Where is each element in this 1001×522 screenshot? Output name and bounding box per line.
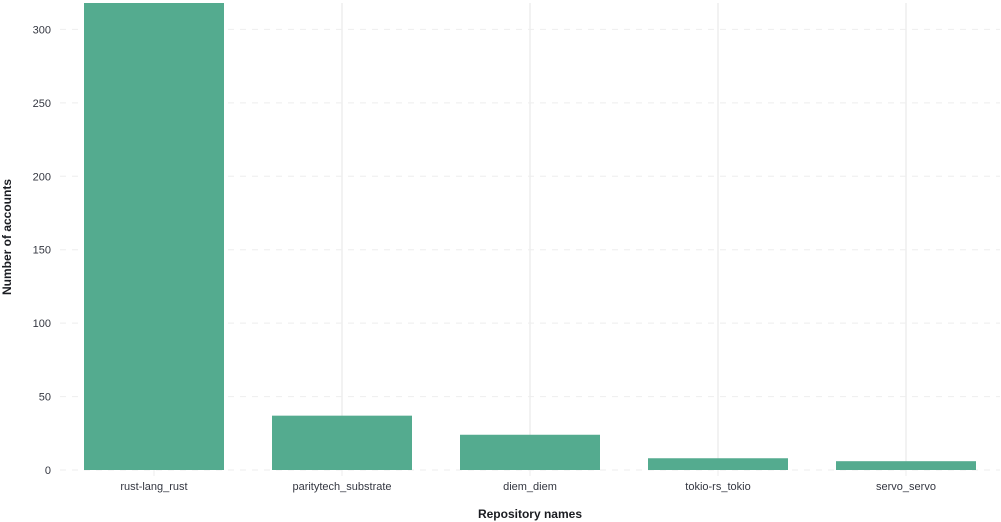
y-tick-label: 100 bbox=[33, 318, 51, 330]
bar-servo_servo[interactable] bbox=[836, 461, 976, 470]
x-tick-label: paritytech_substrate bbox=[292, 481, 391, 493]
x-tick-label: diem_diem bbox=[503, 481, 557, 493]
x-axis-title: Repository names bbox=[478, 507, 582, 521]
y-tick-label: 250 bbox=[33, 98, 51, 110]
bar-tokio-rs_tokio[interactable] bbox=[648, 458, 788, 470]
y-tick-label: 300 bbox=[33, 24, 51, 36]
y-tick-label: 50 bbox=[39, 392, 51, 404]
y-axis-title: Number of accounts bbox=[0, 179, 14, 295]
bar-diem_diem[interactable] bbox=[460, 434, 600, 470]
y-tick-label: 200 bbox=[33, 171, 51, 183]
y-axis-ticks: 0 50 100 150 200 250 300 bbox=[33, 24, 51, 477]
bar-rust-lang_rust[interactable] bbox=[84, 3, 224, 470]
bars bbox=[84, 3, 976, 470]
y-tick-label: 0 bbox=[45, 465, 51, 477]
x-tick-label: rust-lang_rust bbox=[120, 481, 187, 493]
x-tick-label: servo_servo bbox=[876, 481, 936, 493]
x-axis-ticks: rust-lang_rust paritytech_substrate diem_d… bbox=[120, 470, 936, 493]
x-tick-label: tokio-rs_tokio bbox=[685, 481, 750, 493]
bar-paritytech_substrate[interactable] bbox=[272, 415, 412, 470]
y-tick-label: 150 bbox=[33, 245, 51, 257]
